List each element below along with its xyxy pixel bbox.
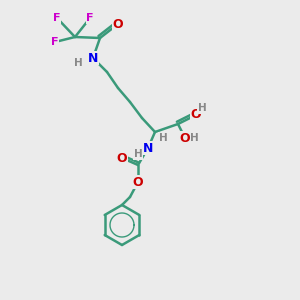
Text: N: N xyxy=(88,52,98,64)
Text: H: H xyxy=(159,133,167,143)
Text: O: O xyxy=(113,17,123,31)
Text: H: H xyxy=(198,103,206,113)
Text: F: F xyxy=(86,13,94,23)
Text: O: O xyxy=(117,152,127,164)
Text: O: O xyxy=(133,176,143,188)
Text: F: F xyxy=(53,13,61,23)
Text: O: O xyxy=(191,109,201,122)
Text: N: N xyxy=(143,142,153,154)
Text: F: F xyxy=(51,37,59,47)
Text: H: H xyxy=(190,133,199,143)
Text: O: O xyxy=(180,131,190,145)
Text: H: H xyxy=(134,149,142,159)
Text: H: H xyxy=(74,58,82,68)
